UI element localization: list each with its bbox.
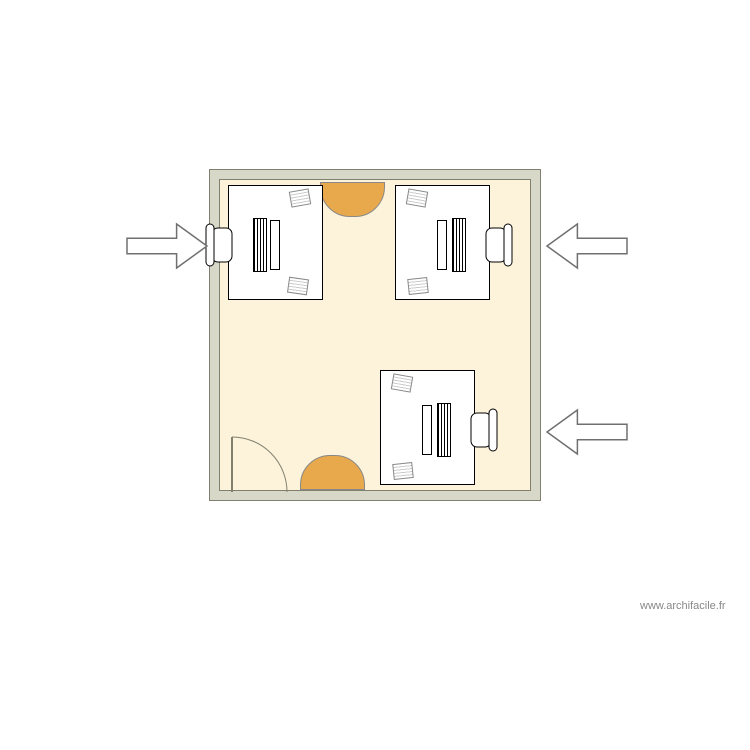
direction-arrow-icon [125,222,209,270]
paper-icon [392,462,414,480]
keyboard-icon [452,218,466,272]
door-swing [230,435,289,494]
monitor-icon [270,220,280,270]
paper-icon [287,277,309,296]
monitor-icon [437,220,447,270]
direction-arrow-icon [545,408,629,456]
direction-arrow-icon [545,222,629,270]
paper-icon [406,188,428,207]
keyboard-icon [437,403,451,457]
chair-icon [465,405,505,455]
monitor-icon [422,405,432,455]
chair-icon [480,220,520,270]
keyboard-icon [253,218,267,272]
watermark-text: www.archifacile.fr [640,600,726,612]
paper-icon [289,188,311,207]
paper-icon [407,277,429,295]
paper-icon [391,373,413,392]
